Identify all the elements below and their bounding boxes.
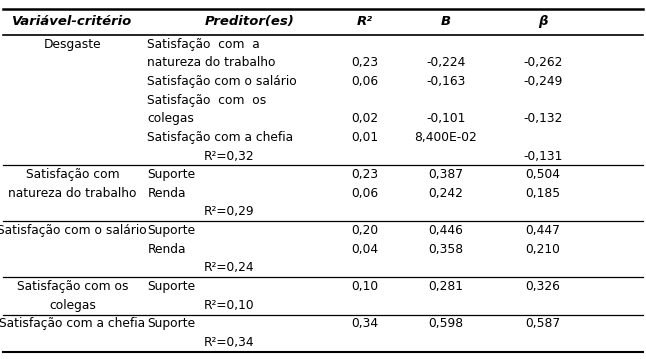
Text: 0,06: 0,06: [351, 75, 379, 88]
Text: R²=0,34: R²=0,34: [204, 336, 255, 349]
Text: β: β: [538, 15, 547, 28]
Text: 0,185: 0,185: [525, 187, 560, 200]
Text: Variável-critério: Variável-critério: [12, 15, 132, 28]
Text: 0,358: 0,358: [428, 243, 463, 256]
Text: 0,281: 0,281: [428, 280, 463, 293]
Text: 0,210: 0,210: [525, 243, 560, 256]
Text: -0,131: -0,131: [523, 150, 562, 163]
Text: R²=0,29: R²=0,29: [204, 205, 255, 219]
Text: 8,400E-02: 8,400E-02: [414, 131, 477, 144]
Text: 0,06: 0,06: [351, 187, 379, 200]
Text: Suporte: Suporte: [147, 317, 195, 330]
Text: Satisfação com o salário: Satisfação com o salário: [0, 224, 147, 237]
Text: 0,446: 0,446: [428, 224, 463, 237]
Text: Satisfação com os: Satisfação com os: [17, 280, 128, 293]
Text: R²=0,10: R²=0,10: [204, 299, 255, 312]
Text: natureza do trabalho: natureza do trabalho: [8, 187, 136, 200]
Text: -0,132: -0,132: [523, 112, 562, 125]
Text: R²=0,24: R²=0,24: [204, 261, 255, 274]
Text: 0,01: 0,01: [351, 131, 379, 144]
Text: 0,447: 0,447: [525, 224, 560, 237]
Text: colegas: colegas: [49, 299, 96, 312]
Text: -0,101: -0,101: [426, 112, 465, 125]
Text: Satisfação com a chefia: Satisfação com a chefia: [147, 131, 293, 144]
Text: -0,249: -0,249: [523, 75, 562, 88]
Text: 0,587: 0,587: [525, 317, 560, 330]
Text: 0,10: 0,10: [351, 280, 379, 293]
Text: Satisfação  com  os: Satisfação com os: [147, 94, 267, 107]
Text: R²=0,32: R²=0,32: [204, 150, 255, 163]
Text: 0,23: 0,23: [351, 168, 379, 181]
Text: 0,387: 0,387: [428, 168, 463, 181]
Text: Suporte: Suporte: [147, 280, 195, 293]
Text: Preditor(es): Preditor(es): [205, 15, 295, 28]
Text: 0,02: 0,02: [351, 112, 379, 125]
Text: Suporte: Suporte: [147, 168, 195, 181]
Text: Renda: Renda: [147, 243, 186, 256]
Text: 0,34: 0,34: [351, 317, 379, 330]
Text: natureza do trabalho: natureza do trabalho: [147, 56, 276, 69]
Text: -0,262: -0,262: [523, 56, 562, 69]
Text: 0,20: 0,20: [351, 224, 379, 237]
Text: Suporte: Suporte: [147, 224, 195, 237]
Text: -0,224: -0,224: [426, 56, 465, 69]
Text: 0,04: 0,04: [351, 243, 379, 256]
Text: 0,598: 0,598: [428, 317, 463, 330]
Text: B: B: [441, 15, 451, 28]
Text: 0,23: 0,23: [351, 56, 379, 69]
Text: Satisfação com: Satisfação com: [26, 168, 119, 181]
Text: -0,163: -0,163: [426, 75, 465, 88]
Text: Satisfação  com  a: Satisfação com a: [147, 38, 260, 51]
Text: R²: R²: [357, 15, 373, 28]
Text: 0,326: 0,326: [525, 280, 560, 293]
Text: Desgaste: Desgaste: [43, 38, 101, 51]
Text: 0,242: 0,242: [428, 187, 463, 200]
Text: Renda: Renda: [147, 187, 186, 200]
Text: Satisfação com o salário: Satisfação com o salário: [147, 75, 297, 88]
Text: Satisfação com a chefia: Satisfação com a chefia: [0, 317, 145, 330]
Text: colegas: colegas: [147, 112, 194, 125]
Text: 0,504: 0,504: [525, 168, 560, 181]
